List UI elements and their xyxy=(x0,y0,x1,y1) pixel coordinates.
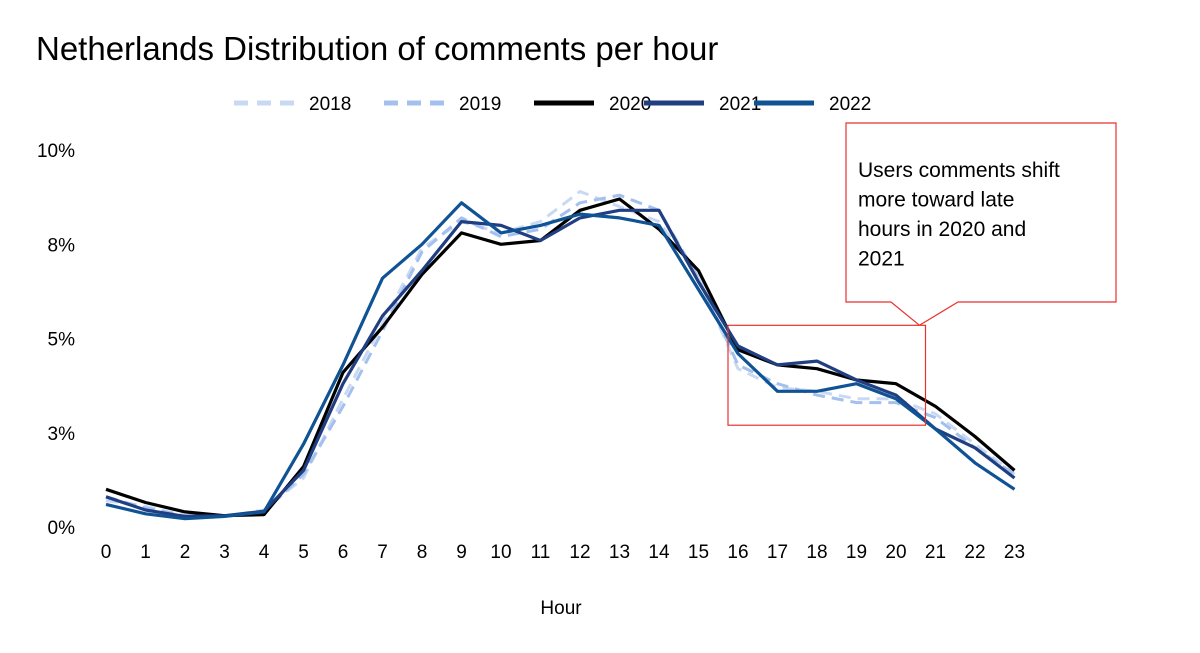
legend-item: 2018 xyxy=(234,94,351,115)
legend-label: 2021 xyxy=(719,94,761,115)
callout-text: Users comments shift more toward late hour… xyxy=(858,159,1060,271)
x-tick-label: 4 xyxy=(259,542,270,563)
x-tick-label: 9 xyxy=(456,542,467,563)
x-tick-label: 6 xyxy=(338,542,349,563)
legend: 2018 2019 2020 2021 2022 xyxy=(234,94,871,115)
x-tick-label: 14 xyxy=(648,542,670,563)
x-axis-ticks: 0 1 2 3 4 5 6 7 8 9 10 11 12 13 14 15 16 17 18 19 20 21 22 23 xyxy=(101,542,1025,563)
x-tick-label: 0 xyxy=(101,542,112,563)
x-tick-label: 10 xyxy=(490,542,511,563)
x-tick-label: 22 xyxy=(964,542,985,563)
x-tick-label: 5 xyxy=(298,542,309,563)
y-tick-label: 8% xyxy=(48,235,76,256)
x-tick-label: 19 xyxy=(846,542,867,563)
callout-box xyxy=(845,122,1117,327)
legend-item: 2022 xyxy=(754,94,871,115)
series-line-2020 xyxy=(105,197,1016,518)
legend-item: 2021 xyxy=(644,94,761,115)
x-tick-label: 18 xyxy=(806,542,827,563)
x-tick-label: 2 xyxy=(180,542,191,563)
x-tick-label: 16 xyxy=(727,542,748,563)
x-tick-label: 21 xyxy=(925,542,946,563)
x-tick-label: 1 xyxy=(140,542,151,563)
x-tick-label: 23 xyxy=(1004,542,1025,563)
legend-label: 2022 xyxy=(829,94,871,115)
series-line-2022 xyxy=(105,201,1016,521)
x-tick-label: 3 xyxy=(219,542,230,563)
x-axis-label: Hour xyxy=(540,598,582,619)
x-tick-label: 13 xyxy=(609,542,630,563)
legend-label: 2018 xyxy=(309,94,351,115)
legend-item: 2019 xyxy=(384,94,501,115)
x-tick-label: 20 xyxy=(885,542,906,563)
legend-label: 2020 xyxy=(609,94,651,115)
legend-item: 2020 xyxy=(534,94,651,115)
y-tick-label: 5% xyxy=(48,330,76,351)
x-tick-label: 8 xyxy=(417,542,428,563)
annotation: Users comments shift more toward late hour… xyxy=(727,122,1117,426)
x-tick-label: 12 xyxy=(569,542,590,563)
y-axis-ticks: 0% 3% 5% 8% 10% xyxy=(37,141,75,539)
x-tick-label: 7 xyxy=(377,542,388,563)
chart-title: Netherlands Distribution of comments per… xyxy=(36,30,718,67)
y-tick-label: 0% xyxy=(48,518,76,539)
series-lines xyxy=(105,190,1016,521)
legend-label: 2019 xyxy=(459,94,501,115)
x-tick-label: 11 xyxy=(531,542,551,563)
callout-text-line: 2021 xyxy=(858,248,905,271)
highlight-box xyxy=(727,324,927,426)
x-tick-label: 17 xyxy=(767,542,788,563)
y-tick-label: 10% xyxy=(37,141,75,162)
callout-text-line: more toward late xyxy=(858,189,1014,212)
callout-text-line: hours in 2020 and xyxy=(858,218,1026,241)
x-tick-label: 15 xyxy=(688,542,709,563)
y-tick-label: 3% xyxy=(48,424,76,445)
callout-text-line: Users comments shift xyxy=(858,159,1060,182)
